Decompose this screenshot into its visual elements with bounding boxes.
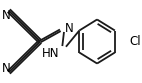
Text: Cl: Cl — [130, 35, 141, 48]
Text: HN: HN — [42, 46, 60, 60]
Text: N: N — [2, 62, 10, 75]
Text: N: N — [2, 8, 10, 21]
Text: N: N — [65, 21, 74, 35]
